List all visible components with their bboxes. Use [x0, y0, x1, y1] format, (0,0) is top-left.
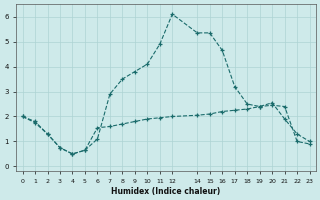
- X-axis label: Humidex (Indice chaleur): Humidex (Indice chaleur): [111, 187, 221, 196]
